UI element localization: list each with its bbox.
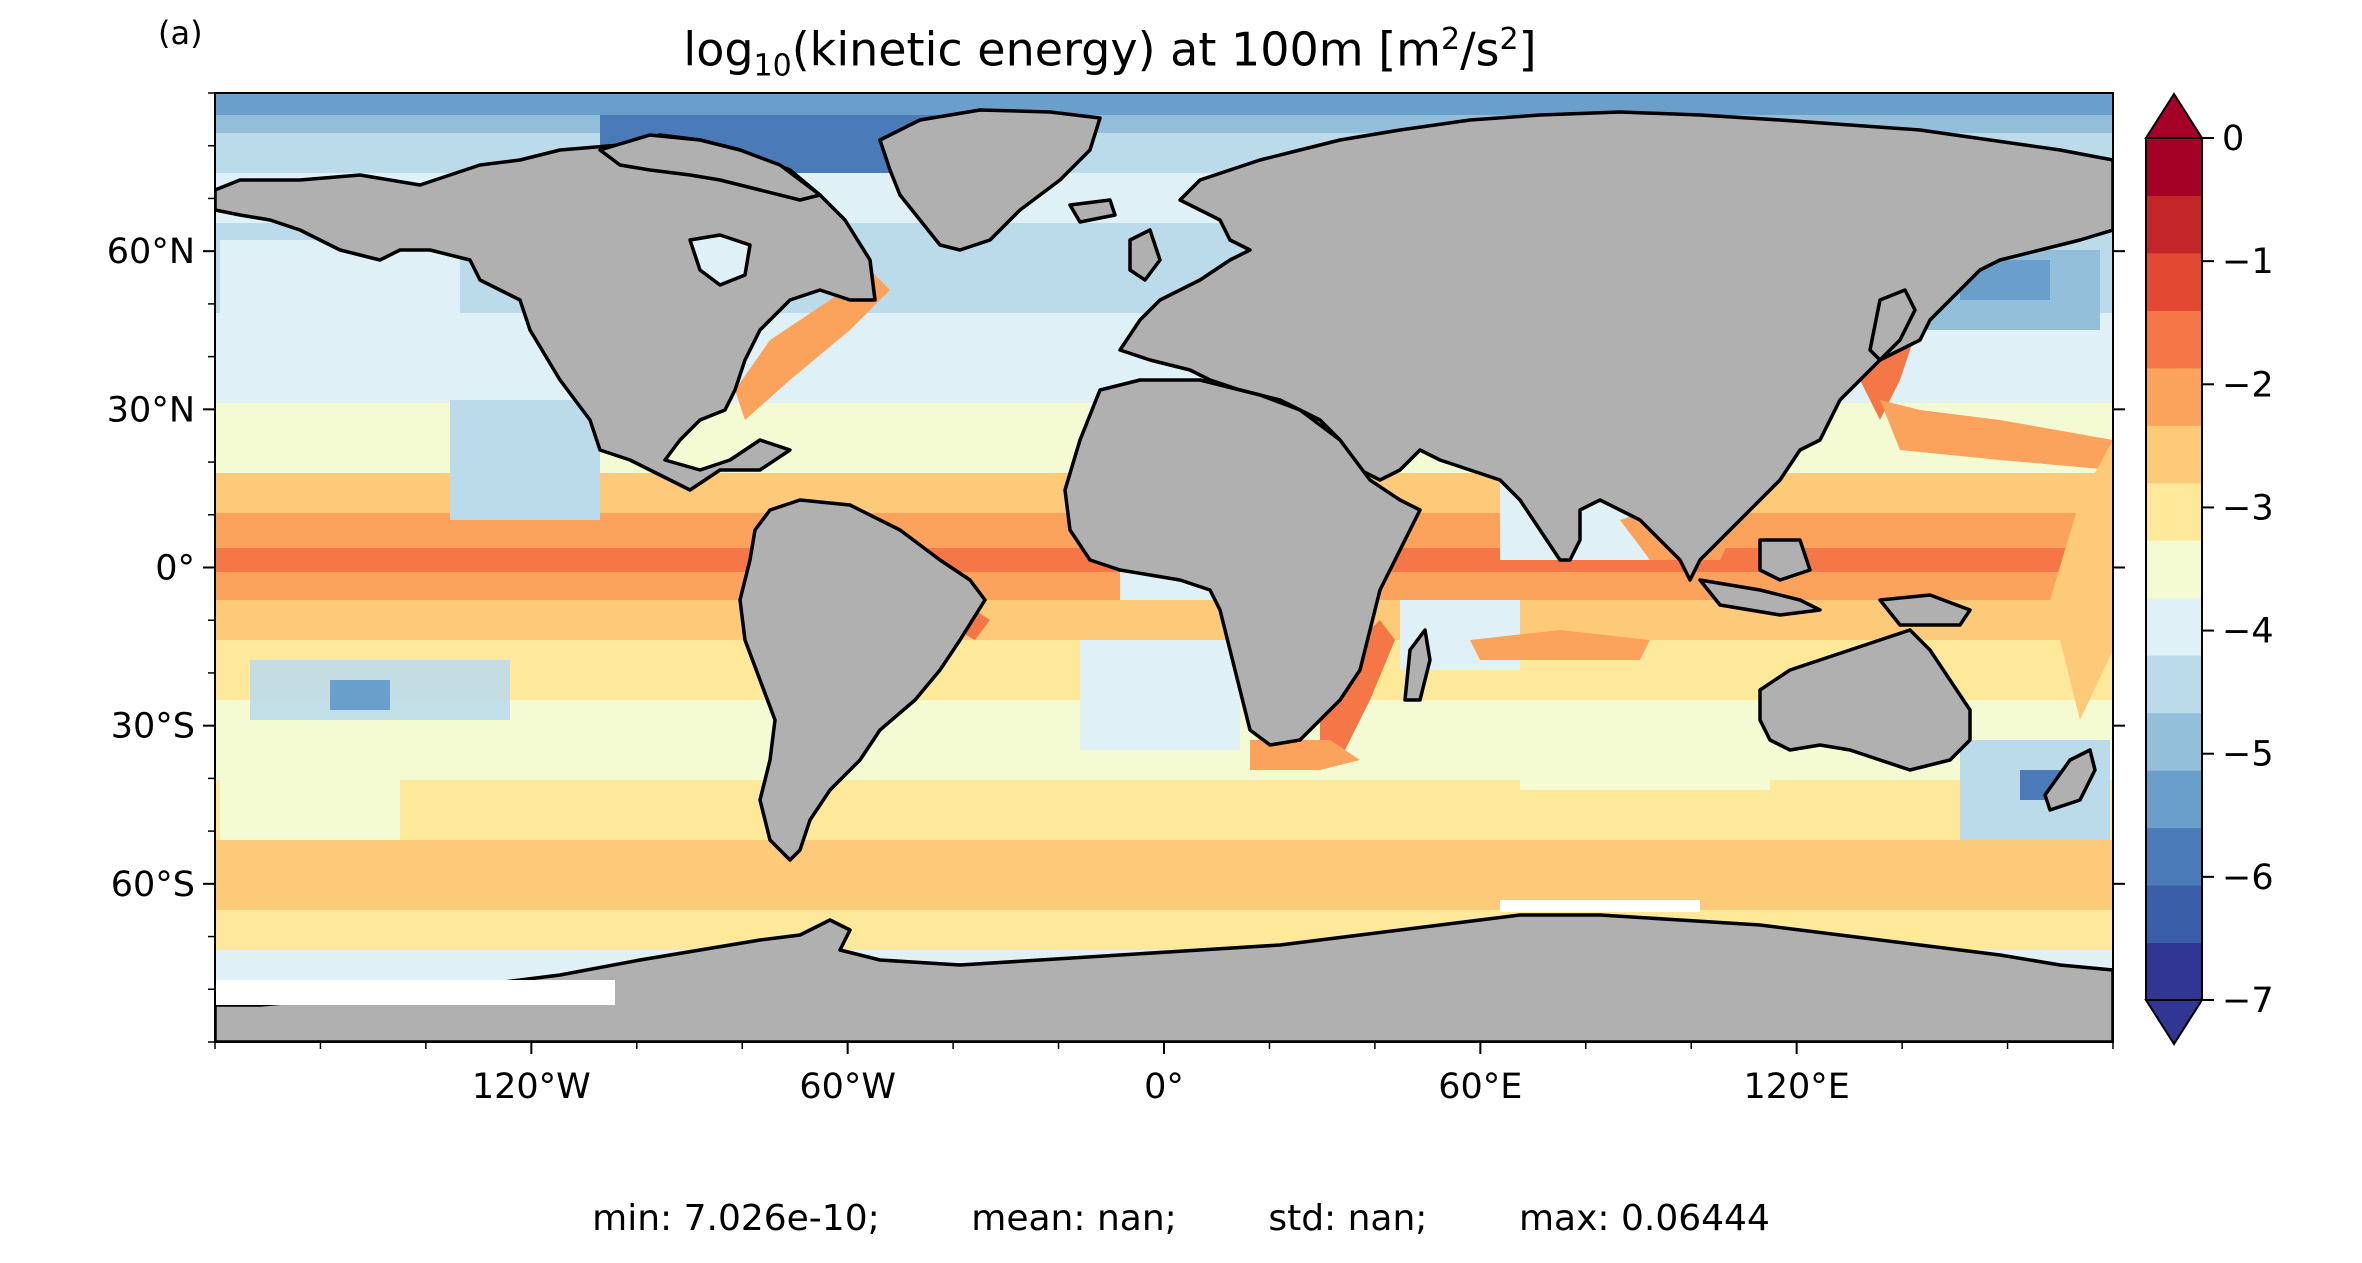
colorbar-tick-label: −4 bbox=[2222, 612, 2274, 652]
colorbar-swatch bbox=[2146, 195, 2202, 254]
stats-line: min: 7.026e-10; mean: nan; std: nan; max… bbox=[592, 1198, 1770, 1239]
colorbar-swatch bbox=[2146, 138, 2202, 196]
hudson-bay bbox=[688, 233, 752, 287]
colorbar-swatch bbox=[2146, 655, 2202, 714]
lon-tick-label: 60°E bbox=[1438, 1067, 1522, 1107]
colorbar-swatch bbox=[2146, 425, 2202, 484]
lon-tick-label: 0° bbox=[1144, 1067, 1184, 1107]
colorbar-tick-label: −6 bbox=[2222, 858, 2274, 898]
colorbar-swatch bbox=[2146, 885, 2202, 944]
madagascar bbox=[1403, 628, 1432, 702]
borneo bbox=[1758, 538, 1812, 582]
colorbar-tick-label: −2 bbox=[2222, 365, 2274, 405]
colorbar-tick-label: −3 bbox=[2222, 488, 2274, 528]
colorbar-tick-label: 0 bbox=[2222, 119, 2244, 159]
colorbar-extend-max bbox=[2144, 92, 2204, 139]
colorbar-swatch bbox=[2146, 540, 2202, 599]
australia bbox=[1758, 628, 1972, 772]
lat-tick-label: 60°N bbox=[107, 232, 195, 272]
antarctica bbox=[215, 913, 2113, 1042]
colorbar-swatch bbox=[2146, 827, 2202, 886]
iceland bbox=[1068, 198, 1117, 224]
lat-tick-label: 30°S bbox=[111, 707, 195, 747]
colorbar-swatch bbox=[2146, 367, 2202, 426]
colorbar-swatch bbox=[2146, 770, 2202, 829]
uk bbox=[1128, 228, 1162, 282]
lon-tick-label: 120°E bbox=[1743, 1067, 1849, 1107]
colorbar-swatch bbox=[2146, 597, 2202, 656]
longitude-ticks: 120°W 60°W 0° 60°E 120°E bbox=[214, 1042, 2114, 1107]
colorbar-tick-label: −7 bbox=[2222, 981, 2274, 1021]
eurasia bbox=[1118, 110, 2113, 582]
new-zealand bbox=[2043, 748, 2097, 812]
colorbar-tick-label: −1 bbox=[2222, 242, 2274, 282]
colorbar-swatch bbox=[2146, 310, 2202, 369]
new-guinea bbox=[1878, 593, 1972, 627]
figure-title: log10(kinetic energy) at 100m [m2/s2] bbox=[683, 22, 1537, 84]
map-axes bbox=[215, 93, 2113, 1042]
lon-tick-label: 120°W bbox=[472, 1067, 591, 1107]
colorbar-swatch bbox=[2146, 942, 2202, 1001]
panel-label: (a) bbox=[158, 14, 203, 52]
colorbar-frame bbox=[2145, 137, 2203, 1001]
greenland bbox=[878, 108, 1102, 252]
missing-data-regions bbox=[215, 900, 1700, 1005]
lat-tick-label: 60°S bbox=[111, 865, 195, 905]
colorbar-extend-min bbox=[2144, 999, 2204, 1046]
colorbar-tick-label: −5 bbox=[2222, 735, 2274, 775]
canadian-archipelago bbox=[598, 133, 822, 202]
lon-tick-label: 60°W bbox=[799, 1067, 896, 1107]
colorbar: 0 −1 −2 −3 −4 −5 −6 −7 bbox=[2144, 92, 2274, 1046]
africa bbox=[1063, 378, 1422, 747]
colorbar-swatch bbox=[2146, 252, 2202, 311]
south-america bbox=[738, 498, 987, 862]
colorbar-swatch bbox=[2146, 712, 2202, 771]
japan bbox=[1868, 288, 1917, 362]
indonesia bbox=[1698, 578, 1822, 617]
colorbar-swatch bbox=[2146, 482, 2202, 541]
latitude-ticks: 60°N 30°N 0° 30°S 60°S bbox=[107, 92, 2125, 1043]
lat-tick-label: 30°N bbox=[107, 390, 195, 430]
land bbox=[215, 108, 2113, 1042]
lat-tick-label: 0° bbox=[155, 549, 195, 589]
